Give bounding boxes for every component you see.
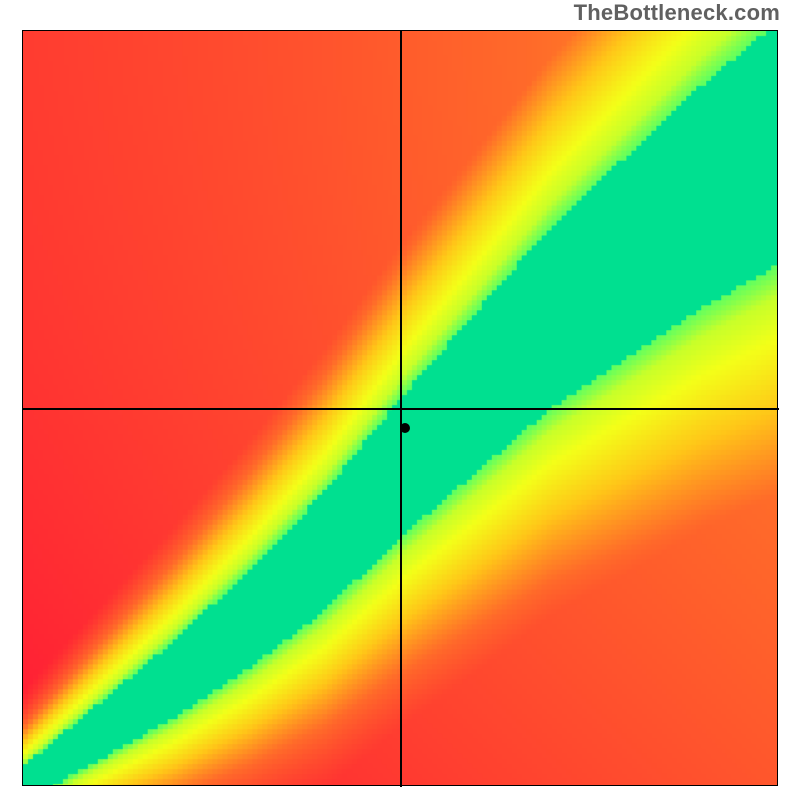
crosshair-horizontal-line: [23, 408, 779, 410]
bottleneck-heatmap-chart: TheBottleneck.com: [0, 0, 800, 800]
watermark-text: TheBottleneck.com: [574, 0, 780, 26]
heatmap-plot-area: [22, 30, 778, 786]
crosshair-marker-dot: [400, 423, 410, 433]
